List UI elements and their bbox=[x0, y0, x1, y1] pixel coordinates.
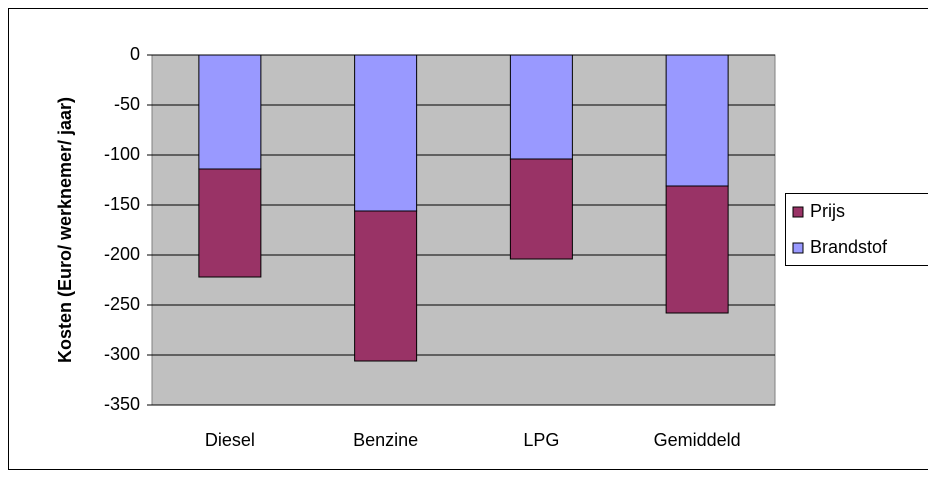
x-tick-label: Gemiddeld bbox=[654, 430, 741, 450]
y-tick-label: -300 bbox=[104, 344, 140, 364]
bar-segment bbox=[509, 54, 573, 160]
y-tick-label: -200 bbox=[104, 244, 140, 264]
bar-segment bbox=[198, 54, 262, 170]
y-tick-label: -150 bbox=[104, 194, 140, 214]
legend-swatch bbox=[792, 242, 804, 254]
y-tick-label: -350 bbox=[104, 394, 140, 414]
legend-label: Prijs bbox=[810, 201, 845, 221]
y-tick-label: -100 bbox=[104, 144, 140, 164]
bar-segment bbox=[198, 168, 262, 278]
x-tick-label: LPG bbox=[523, 430, 559, 450]
bar-segment bbox=[509, 158, 573, 260]
bar-segment bbox=[665, 54, 729, 187]
bar-segment bbox=[665, 185, 729, 314]
y-tick-label: -250 bbox=[104, 294, 140, 314]
legend bbox=[785, 193, 928, 266]
y-tick-label: 0 bbox=[130, 44, 140, 64]
x-tick-label: Diesel bbox=[205, 430, 255, 450]
x-tick-label: Benzine bbox=[353, 430, 418, 450]
legend-swatch bbox=[792, 206, 804, 218]
legend-label: Brandstof bbox=[810, 237, 888, 257]
y-tick-label: -50 bbox=[114, 94, 140, 114]
bar-segment bbox=[354, 54, 418, 212]
y-axis-title: Kosten (Euro/ werknemer/ jaar) bbox=[55, 97, 75, 363]
bar-segment bbox=[354, 210, 418, 362]
